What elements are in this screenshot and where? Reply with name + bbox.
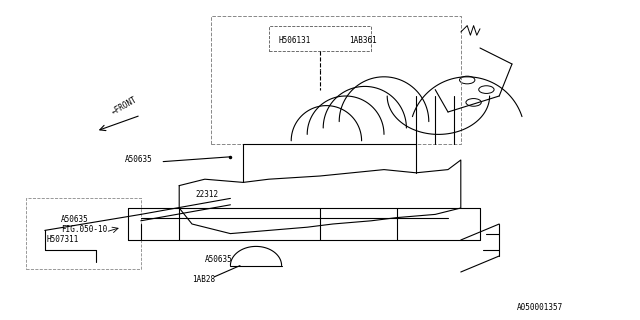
Text: 22312: 22312 <box>195 190 218 199</box>
Text: 1AB361: 1AB361 <box>349 36 376 45</box>
Text: ←FRONT: ←FRONT <box>111 95 139 117</box>
Text: A050001357: A050001357 <box>517 303 563 312</box>
Text: A50635: A50635 <box>61 215 88 224</box>
Text: A50635: A50635 <box>205 255 232 264</box>
Text: 1AB28: 1AB28 <box>192 275 215 284</box>
Text: H506131: H506131 <box>278 36 311 45</box>
Text: H507311: H507311 <box>46 235 79 244</box>
Text: FIG.050-10: FIG.050-10 <box>61 225 107 234</box>
Text: A50635: A50635 <box>125 155 152 164</box>
